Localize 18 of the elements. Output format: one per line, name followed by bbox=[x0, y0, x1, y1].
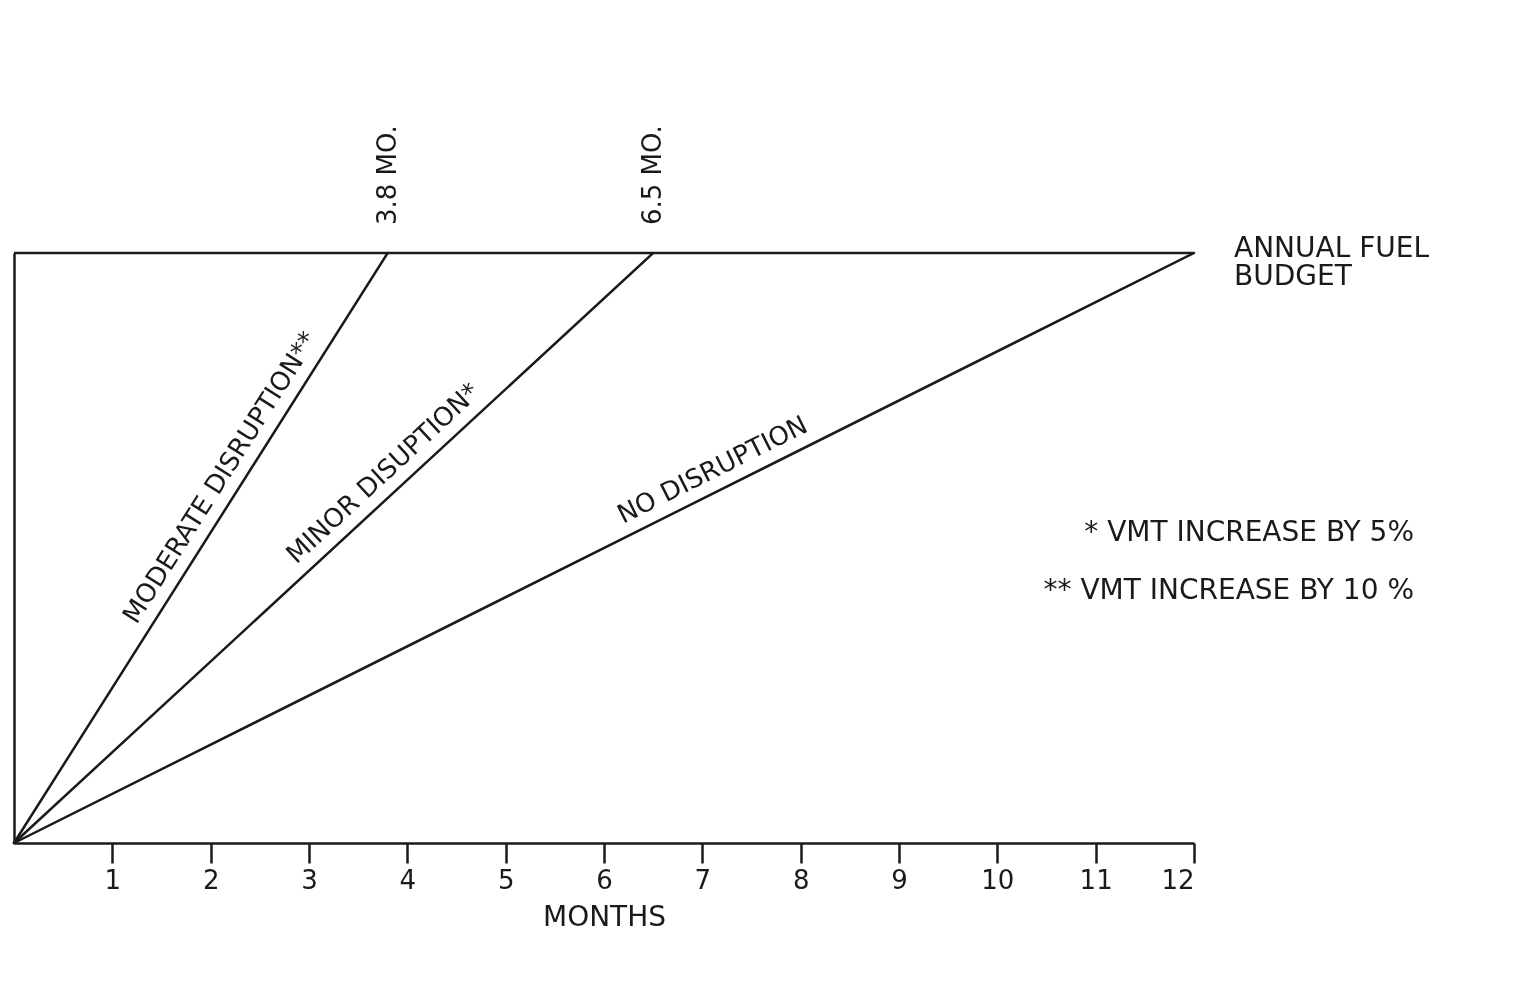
x-tick-label: 7 bbox=[694, 864, 712, 895]
x-tick-label: 1 bbox=[104, 864, 122, 895]
x-tick-label: 3 bbox=[301, 864, 318, 895]
x-tick-label: 12 bbox=[1161, 864, 1195, 895]
x-tick-label: 5 bbox=[497, 864, 515, 895]
x-tick-label: 8 bbox=[792, 864, 810, 895]
x-tick-label: 9 bbox=[891, 864, 908, 895]
annotation: ** VMT INCREASE BY 10 % bbox=[1043, 573, 1414, 606]
annotation: 3.8 MO. bbox=[371, 125, 402, 225]
x-tick-label: 2 bbox=[202, 864, 220, 895]
x-tick-label: 6 bbox=[596, 864, 613, 895]
x-axis-title: MONTHS bbox=[542, 899, 667, 933]
annotation: 6.5 MO. bbox=[637, 125, 668, 225]
ref-line-label: ANNUAL FUEL BUDGET bbox=[1234, 231, 1430, 292]
x-tick-label: 10 bbox=[981, 864, 1015, 895]
x-tick-label: 11 bbox=[1079, 864, 1113, 895]
x-tick-label: 4 bbox=[399, 864, 417, 895]
annotation: * VMT INCREASE BY 5% bbox=[1084, 515, 1414, 548]
